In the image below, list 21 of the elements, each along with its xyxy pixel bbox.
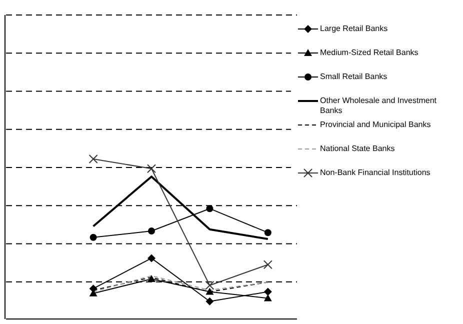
point — [264, 288, 272, 296]
point — [264, 229, 272, 236]
point — [263, 260, 272, 270]
point — [264, 294, 272, 302]
point — [205, 280, 214, 290]
legend-label: Large Retail Banks — [320, 24, 388, 34]
point — [148, 228, 155, 234]
legend-label: Medium-Sized Retail Banks — [320, 48, 418, 58]
legend-label: Small Retail Banks — [320, 72, 388, 82]
legend-label: Other Wholesale and Investment Banks — [320, 96, 438, 116]
legend-label: National State Banks — [320, 144, 395, 154]
point — [148, 254, 156, 262]
point — [206, 288, 214, 295]
point — [148, 275, 156, 282]
legend-label: Provincial and Municipal Banks — [320, 120, 431, 130]
point — [206, 205, 214, 212]
legend-label: Non-Bank Financial Institutions — [320, 168, 430, 178]
point — [206, 297, 214, 306]
point — [147, 164, 156, 174]
point — [90, 234, 97, 241]
point — [88, 154, 98, 164]
